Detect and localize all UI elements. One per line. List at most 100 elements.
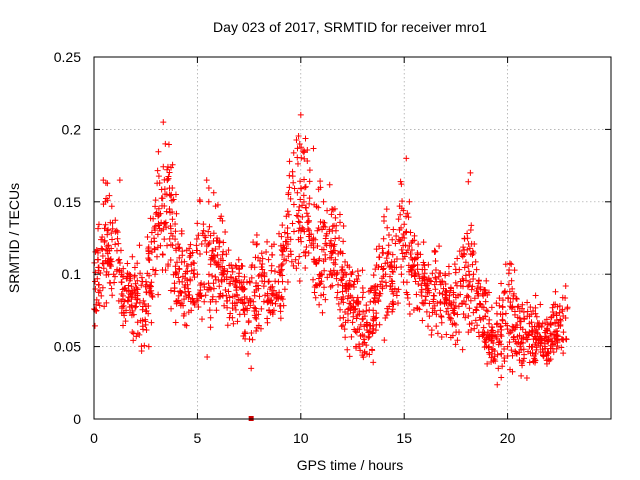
data-point (524, 330, 530, 337)
data-point (321, 219, 328, 226)
data-point (216, 238, 223, 245)
data-point (464, 230, 471, 237)
data-point (494, 320, 501, 327)
data-point (206, 307, 213, 314)
data-point (328, 250, 335, 257)
data-point (335, 300, 342, 307)
data-point (504, 322, 511, 329)
x-axis-label: GPS time / hours (297, 457, 404, 473)
data-point (310, 276, 317, 283)
x-tick-label: 5 (194, 430, 202, 446)
data-point (465, 268, 472, 275)
data-point (479, 303, 486, 310)
data-point (164, 262, 171, 269)
data-point (329, 227, 336, 234)
data-point (536, 324, 543, 331)
data-point (104, 180, 111, 187)
data-point (201, 232, 208, 239)
data-point (540, 352, 547, 359)
data-point (498, 374, 505, 381)
data-point (452, 279, 459, 286)
data-point (398, 181, 405, 188)
data-point (406, 301, 413, 308)
data-point (311, 201, 318, 208)
data-point (516, 357, 523, 364)
x-tick-label: 10 (293, 430, 309, 446)
data-point (501, 345, 508, 352)
data-point (124, 260, 131, 267)
data-point (238, 279, 245, 286)
data-point (454, 255, 461, 262)
data-point (381, 337, 388, 344)
data-point (212, 298, 219, 305)
data-point (131, 264, 138, 271)
data-point (265, 278, 272, 285)
data-point (363, 321, 370, 328)
data-point (342, 258, 349, 265)
data-point (227, 310, 234, 317)
data-point (222, 228, 229, 235)
data-point (271, 241, 278, 248)
data-point (296, 278, 303, 285)
data-point (467, 169, 474, 176)
data-point (532, 335, 539, 342)
data-point (105, 242, 112, 249)
data-point (296, 253, 303, 260)
data-point (429, 270, 436, 277)
data-point (420, 273, 427, 280)
data-point (420, 300, 427, 307)
data-point (399, 198, 406, 205)
data-point (128, 303, 135, 310)
data-point (335, 281, 342, 288)
data-point (356, 311, 363, 318)
data-point (224, 304, 231, 311)
data-point (256, 271, 263, 278)
data-point (227, 280, 234, 287)
data-point (205, 228, 212, 235)
data-point (244, 307, 251, 314)
data-point (429, 309, 436, 316)
data-point (203, 242, 210, 249)
data-point (216, 283, 223, 290)
data-point (297, 234, 304, 241)
data-point (138, 274, 145, 281)
data-point (193, 242, 200, 249)
data-point (98, 245, 105, 252)
data-point (301, 148, 308, 155)
data-point (302, 265, 309, 272)
data-point (111, 273, 118, 280)
data-point (514, 314, 521, 321)
data-point (106, 258, 113, 265)
data-point (176, 265, 183, 272)
data-point (465, 312, 472, 319)
data-point (284, 230, 291, 237)
data-point (92, 285, 99, 292)
data-point (113, 227, 120, 234)
data-point (200, 221, 207, 228)
data-point (528, 328, 535, 335)
data-point (328, 242, 335, 249)
data-point (279, 296, 286, 303)
data-point (398, 246, 405, 253)
data-point (186, 292, 193, 299)
data-point (400, 242, 407, 249)
data-point (186, 245, 193, 252)
data-point (422, 297, 429, 304)
data-point (267, 284, 274, 291)
data-point (255, 311, 262, 318)
data-point (233, 263, 240, 270)
data-point (431, 247, 438, 254)
y-tick-label: 0.25 (54, 49, 81, 65)
data-point (372, 287, 379, 294)
data-point (138, 282, 145, 289)
data-point (145, 247, 152, 254)
data-point (498, 326, 505, 333)
data-point (505, 281, 512, 288)
data-point (438, 319, 445, 326)
data-point (156, 225, 163, 232)
data-point (493, 300, 500, 307)
data-point (384, 308, 391, 315)
data-point (302, 135, 309, 142)
data-point (555, 322, 562, 329)
data-point (161, 220, 168, 227)
